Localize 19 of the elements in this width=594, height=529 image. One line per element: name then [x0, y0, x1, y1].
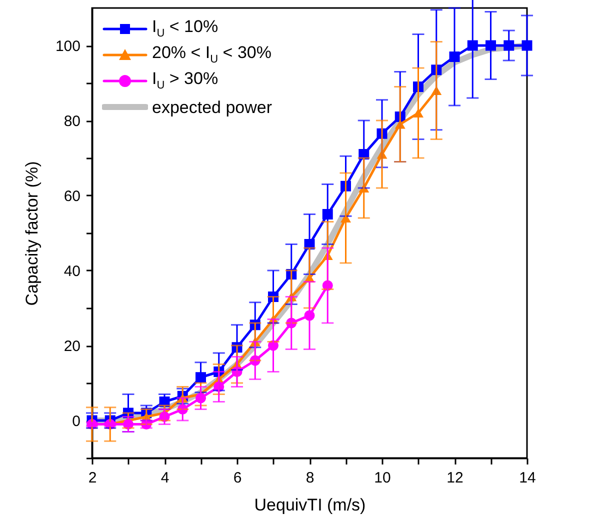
x-tick-label: 8: [306, 470, 314, 486]
x-tick-label: 4: [160, 470, 170, 486]
x-axis-title: UequivTI (m/s): [254, 496, 366, 514]
y-axis-title: Capacity factor (%): [22, 161, 42, 306]
x-tick-label: 10: [374, 470, 391, 486]
y-tick-label: 40: [64, 263, 80, 280]
x-tick-label: 12: [446, 470, 464, 486]
y-tick-label: 0: [72, 413, 80, 430]
y-tick-label: 80: [64, 113, 80, 130]
x-tick-label: 2: [88, 470, 97, 486]
y-tick-label: 20: [64, 338, 80, 355]
y-tick-label: 60: [64, 188, 80, 205]
x-tick-label: 14: [519, 470, 536, 486]
legend-label: expected power: [152, 98, 272, 116]
x-tick-label: 6: [233, 470, 242, 486]
legend-label: I$_{U}$ < 10%: [152, 17, 218, 40]
legend-label: I$_{U}$ > 30%: [152, 69, 218, 92]
y-tick-label: 100: [55, 38, 80, 55]
legend-label: 20% < I$_{U}$ < 30%: [152, 43, 272, 66]
